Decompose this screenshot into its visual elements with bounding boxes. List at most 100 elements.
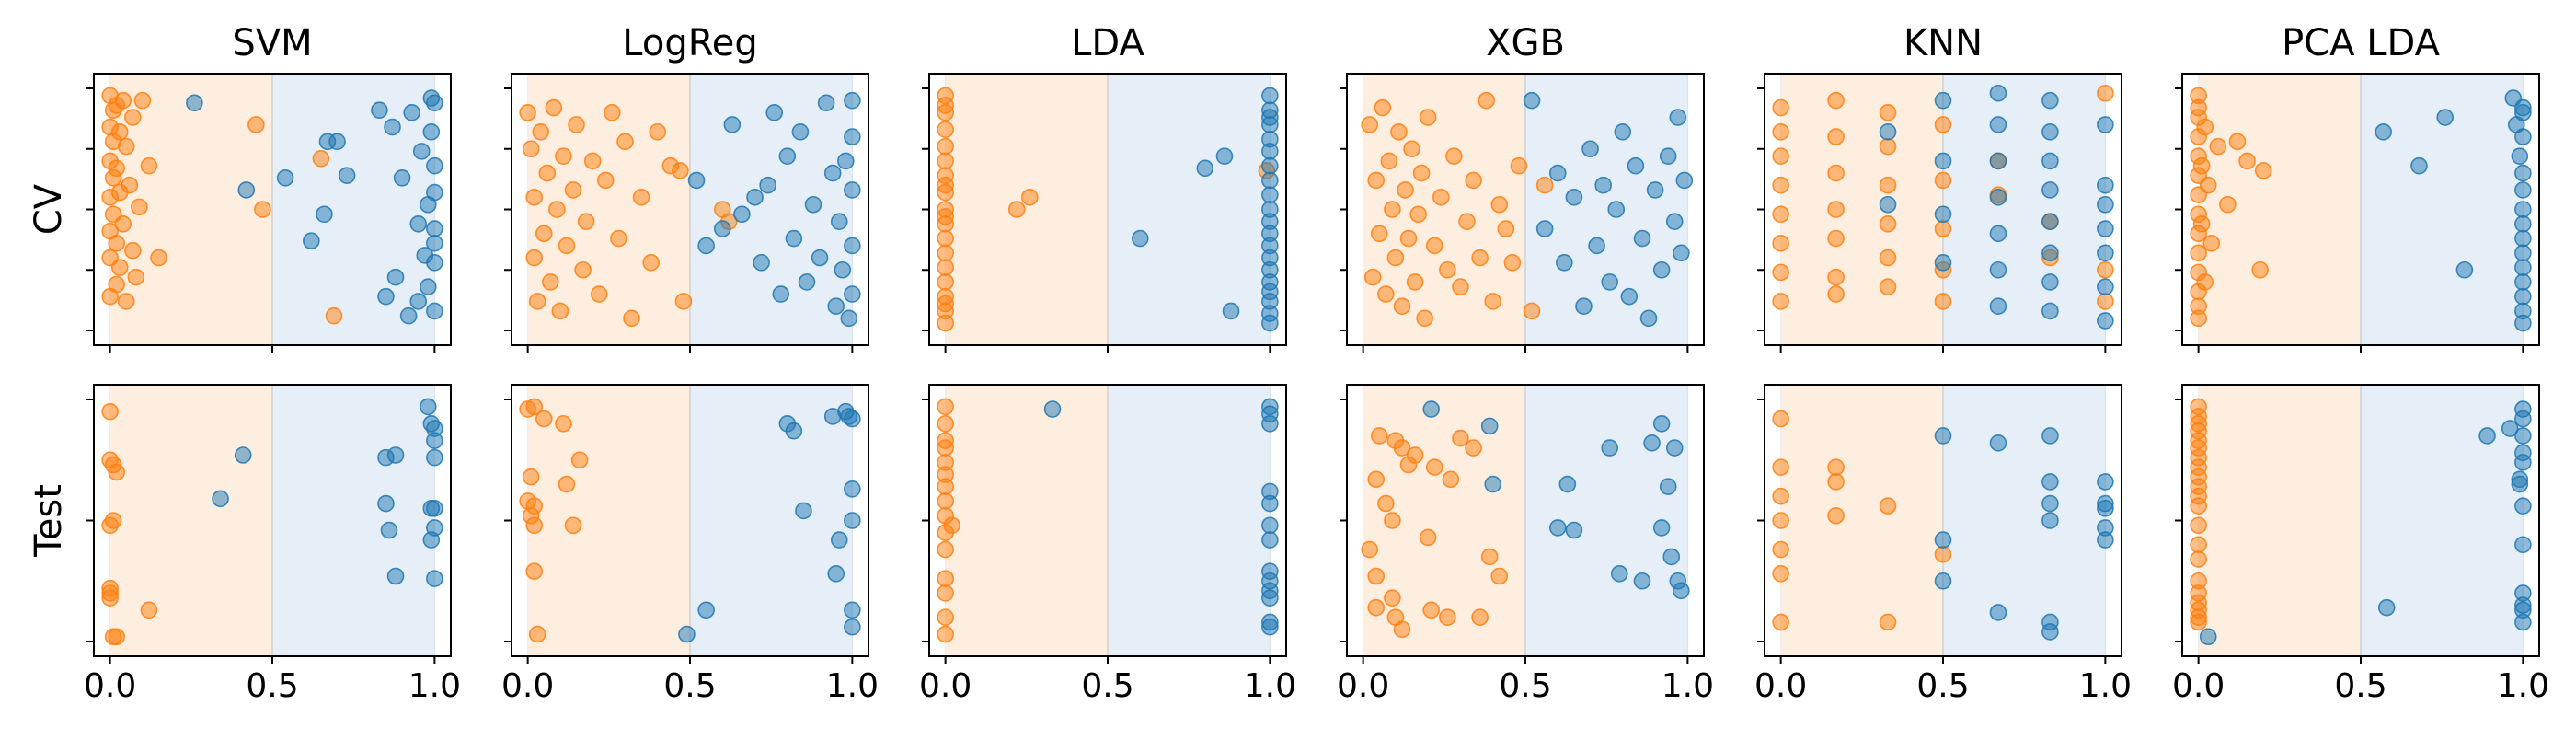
point-class0 xyxy=(117,137,135,156)
point-class1 xyxy=(2097,473,2114,491)
point-class0 xyxy=(568,116,585,133)
point-class1 xyxy=(2041,244,2059,262)
point-class1 xyxy=(2514,314,2532,332)
point-class0 xyxy=(937,439,954,457)
point-class0 xyxy=(1399,456,1418,474)
class1-region xyxy=(1943,385,2106,656)
x-tick-label: 1.0 xyxy=(826,667,879,705)
point-class0 xyxy=(124,109,142,126)
point-class1 xyxy=(386,446,405,464)
point-class0 xyxy=(672,162,689,179)
point-class0 xyxy=(1480,548,1499,566)
x-tick-label: 1.0 xyxy=(2497,667,2549,705)
point-class0 xyxy=(1827,285,1845,303)
point-class0 xyxy=(1535,176,1554,194)
point-class1 xyxy=(844,618,861,636)
point-class0 xyxy=(2251,260,2269,279)
point-class1 xyxy=(1934,572,1952,590)
point-class1 xyxy=(426,254,443,272)
point-class1 xyxy=(844,512,861,529)
point-class0 xyxy=(1772,540,1789,559)
point-class1 xyxy=(765,104,784,121)
class0-region xyxy=(945,385,1108,656)
point-class1 xyxy=(844,91,861,110)
point-class0 xyxy=(1772,410,1789,428)
point-class0 xyxy=(140,156,158,175)
point-class0 xyxy=(1772,123,1789,141)
point-class0 xyxy=(104,512,122,529)
row-label-cv: CV xyxy=(28,183,70,235)
point-class0 xyxy=(937,608,954,627)
point-class1 xyxy=(827,565,845,583)
x-tick-label: 1.0 xyxy=(1244,667,1296,705)
point-class1 xyxy=(733,205,751,224)
point-class1 xyxy=(1989,189,2007,206)
point-class1 xyxy=(2097,531,2114,549)
point-class0 xyxy=(937,314,954,332)
point-class0 xyxy=(937,492,954,510)
point-class1 xyxy=(1565,189,1583,206)
point-class1 xyxy=(422,531,441,549)
point-class0 xyxy=(937,121,954,139)
point-class1 xyxy=(399,306,418,325)
point-class0 xyxy=(1380,152,1398,170)
point-class0 xyxy=(131,198,148,216)
point-class0 xyxy=(1772,263,1789,282)
point-class1 xyxy=(2097,220,2114,237)
point-class1 xyxy=(1989,434,2007,452)
point-class0 xyxy=(610,229,627,248)
point-class0 xyxy=(1827,506,1845,525)
point-class1 xyxy=(2377,598,2396,617)
point-class1 xyxy=(1261,171,1279,190)
point-class1 xyxy=(2041,152,2059,170)
point-class1 xyxy=(2097,244,2114,262)
point-class0 xyxy=(1827,164,1845,182)
point-class0 xyxy=(1772,176,1789,194)
point-class0 xyxy=(937,273,954,291)
point-class1 xyxy=(1131,229,1149,248)
point-class0 xyxy=(937,398,954,416)
point-class0 xyxy=(1439,608,1456,627)
point-class0 xyxy=(1393,620,1411,639)
point-class1 xyxy=(1610,565,1628,583)
point-class1 xyxy=(2514,273,2532,291)
point-class0 xyxy=(2097,84,2114,102)
point-class1 xyxy=(772,285,790,303)
point-class0 xyxy=(1772,565,1789,583)
point-class1 xyxy=(1652,260,1671,279)
panel-lda-cv: LDA xyxy=(922,22,1287,353)
point-class1 xyxy=(1989,297,2007,316)
point-class1 xyxy=(2041,273,2059,291)
point-class1 xyxy=(2041,213,2059,230)
point-class1 xyxy=(2501,420,2519,437)
class1-region xyxy=(1525,74,1688,345)
point-class0 xyxy=(1879,137,1897,156)
point-class0 xyxy=(1879,104,1897,121)
point-class0 xyxy=(1445,147,1463,165)
point-class1 xyxy=(234,446,252,464)
point-class1 xyxy=(1556,254,1573,272)
point-class1 xyxy=(798,273,816,291)
panel-xgb-cv: XGB xyxy=(1340,22,1705,353)
point-class1 xyxy=(844,410,861,428)
point-class0 xyxy=(1422,601,1441,619)
point-class1 xyxy=(426,183,443,202)
point-class1 xyxy=(2514,201,2532,218)
point-class1 xyxy=(837,152,855,170)
x-tick-label: 0.0 xyxy=(501,667,554,705)
point-class0 xyxy=(528,293,546,310)
point-class0 xyxy=(1827,128,1845,145)
point-class1 xyxy=(1659,147,1677,165)
point-class1 xyxy=(1581,140,1599,158)
point-class1 xyxy=(1934,427,1952,445)
point-class1 xyxy=(426,220,443,237)
point-class0 xyxy=(2192,156,2211,175)
point-class1 xyxy=(2410,156,2428,175)
point-class1 xyxy=(426,235,443,252)
point-class0 xyxy=(114,214,132,233)
point-class1 xyxy=(1652,414,1671,433)
point-class0 xyxy=(101,589,119,607)
point-class0 xyxy=(1397,181,1414,199)
point-class1 xyxy=(791,123,810,141)
